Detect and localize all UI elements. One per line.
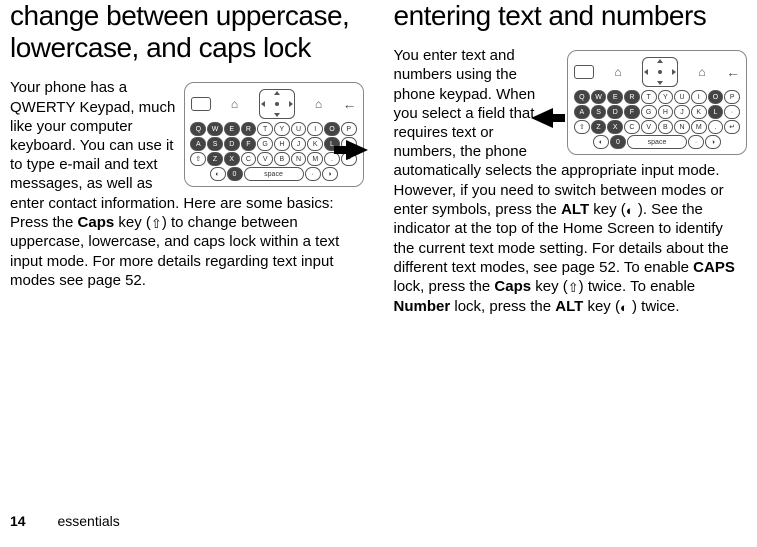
key: P <box>724 90 740 104</box>
key: F <box>241 137 257 151</box>
key: I <box>691 90 707 104</box>
caps-key: ⇧ <box>190 152 206 166</box>
key: G <box>641 105 657 119</box>
key: 0 <box>610 135 626 149</box>
key: D <box>224 137 240 151</box>
keypad-illustration-left: ⌂ ⌂ ← Q W E R T Y U I O P <box>184 82 364 187</box>
key: B <box>274 152 290 166</box>
key: D <box>607 105 623 119</box>
key: P <box>341 122 357 136</box>
back-icon: ← <box>343 98 357 110</box>
key: X <box>224 152 240 166</box>
enter-key: ↵ <box>724 120 740 134</box>
key: S <box>591 105 607 119</box>
heading-uppercase: change between uppercase, lowercase, and… <box>10 0 364 64</box>
key: Q <box>190 122 206 136</box>
key: H <box>658 105 674 119</box>
key: Q <box>574 90 590 104</box>
key: M <box>691 120 707 134</box>
home-icon: ⌂ <box>698 65 705 79</box>
home-icon: ⌂ <box>315 97 322 111</box>
keypad-diagram: ⌂ ⌂ ← Q W E R T Y U I O P <box>567 50 747 155</box>
caps-key: ⇧ <box>574 120 590 134</box>
key: Z <box>207 152 223 166</box>
key: M <box>307 152 323 166</box>
key: ◑ <box>705 135 721 149</box>
softkey-left <box>191 97 211 111</box>
key: . <box>708 120 724 134</box>
page-number: 14 <box>10 513 26 529</box>
key: J <box>674 105 690 119</box>
key: I <box>307 122 323 136</box>
key: U <box>674 90 690 104</box>
key: F <box>624 105 640 119</box>
dpad <box>642 57 678 87</box>
key: O <box>324 122 340 136</box>
dpad <box>259 89 295 119</box>
key: X <box>607 120 623 134</box>
key: . <box>324 152 340 166</box>
heading-entering: entering text and numbers <box>394 0 748 32</box>
softkey-left <box>574 65 594 79</box>
home-icon: ⌂ <box>231 97 238 111</box>
arrow-left-icon <box>346 140 368 160</box>
key: B <box>658 120 674 134</box>
key: W <box>591 90 607 104</box>
key: E <box>224 122 240 136</box>
page-footer: 14 essentials <box>10 513 120 529</box>
key: · <box>724 105 740 119</box>
key: R <box>624 90 640 104</box>
home-icon: ⌂ <box>614 65 621 79</box>
key: R <box>241 122 257 136</box>
key: 0 <box>227 167 243 181</box>
key: K <box>691 105 707 119</box>
key: N <box>674 120 690 134</box>
key: O <box>708 90 724 104</box>
key: · <box>305 167 321 181</box>
alt-key: ◐ <box>593 135 609 149</box>
key: V <box>257 152 273 166</box>
key: W <box>207 122 223 136</box>
key: Z <box>591 120 607 134</box>
keypad-illustration-right: ⌂ ⌂ ← Q W E R T Y U I O P <box>567 50 747 155</box>
key: · <box>688 135 704 149</box>
spacebar: space <box>244 167 304 181</box>
section-name: essentials <box>57 513 119 529</box>
key: L <box>708 105 724 119</box>
key: N <box>291 152 307 166</box>
key: T <box>641 90 657 104</box>
spacebar: space <box>627 135 687 149</box>
key: A <box>190 137 206 151</box>
arrow-right-icon <box>531 108 553 128</box>
key: K <box>307 137 323 151</box>
key: V <box>641 120 657 134</box>
key: H <box>274 137 290 151</box>
keypad-diagram: ⌂ ⌂ ← Q W E R T Y U I O P <box>184 82 364 187</box>
key: Y <box>658 90 674 104</box>
key: C <box>241 152 257 166</box>
key: U <box>291 122 307 136</box>
key: T <box>257 122 273 136</box>
key: Y <box>274 122 290 136</box>
key: J <box>291 137 307 151</box>
key: E <box>607 90 623 104</box>
key: ◑ <box>322 167 338 181</box>
back-icon: ← <box>726 66 740 78</box>
key: G <box>257 137 273 151</box>
key: C <box>624 120 640 134</box>
key: S <box>207 137 223 151</box>
key: A <box>574 105 590 119</box>
alt-key: ◐ <box>210 167 226 181</box>
